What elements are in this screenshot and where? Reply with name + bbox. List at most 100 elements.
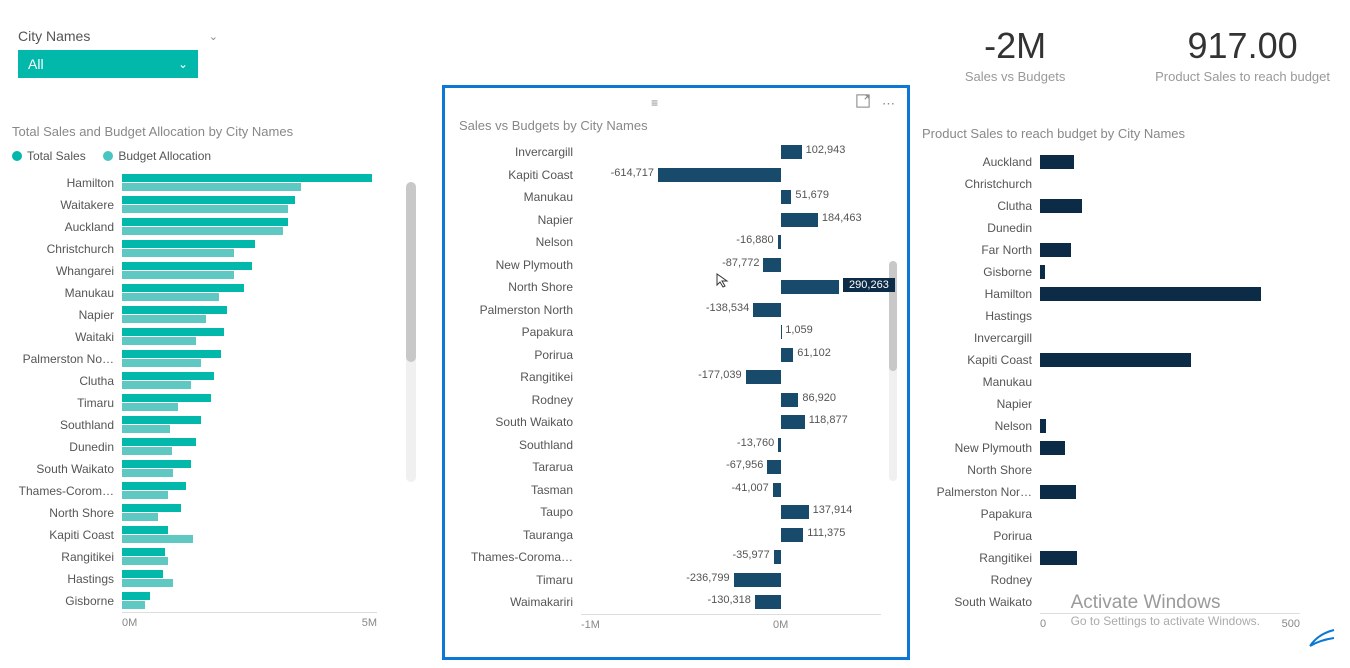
bar-row[interactable]: Nelson bbox=[922, 415, 1312, 437]
bar-row[interactable]: Porirua bbox=[922, 525, 1312, 547]
bar-value-label: -236,799 bbox=[686, 572, 729, 584]
bar-row[interactable]: Christchurch bbox=[922, 173, 1312, 195]
bar-row[interactable]: Hastings bbox=[922, 305, 1312, 327]
bar-total-sales bbox=[122, 262, 252, 270]
bar-row[interactable]: Southland-13,760 bbox=[459, 434, 889, 457]
bar-track: 111,375 bbox=[581, 524, 881, 547]
scrollbar[interactable] bbox=[889, 261, 897, 481]
bar-row[interactable]: Manukau bbox=[12, 282, 392, 304]
chart-total-sales-budget[interactable]: Total Sales and Budget Allocation by Cit… bbox=[12, 124, 432, 629]
bar-row[interactable]: North Shore bbox=[922, 459, 1312, 481]
bar-budget-allocation bbox=[122, 513, 158, 521]
bar-row[interactable]: North Shore bbox=[12, 502, 392, 524]
bar-row[interactable]: Palmerston Nor… bbox=[922, 481, 1312, 503]
legend-item: Total Sales bbox=[12, 149, 86, 163]
subscribe-icon[interactable] bbox=[1308, 628, 1336, 654]
bar-total-sales bbox=[122, 548, 165, 556]
bar-total-sales bbox=[122, 284, 244, 292]
bar-row[interactable]: Rodney bbox=[922, 569, 1312, 591]
bar-row[interactable]: Napier bbox=[12, 304, 392, 326]
more-options-icon[interactable]: ⋯ bbox=[882, 96, 897, 111]
bar-row[interactable]: Waitakere bbox=[12, 194, 392, 216]
axis-tick: 0M bbox=[773, 619, 788, 631]
bar-row[interactable]: Hamilton bbox=[922, 283, 1312, 305]
bar-row[interactable]: Thames-Corom… bbox=[12, 480, 392, 502]
bar-row[interactable]: Timaru bbox=[12, 392, 392, 414]
bar-label: South Waikato bbox=[459, 415, 581, 429]
bar-row[interactable]: Kapiti Coast bbox=[922, 349, 1312, 371]
bar-row[interactable]: Taupo137,914 bbox=[459, 501, 889, 524]
chevron-down-icon[interactable]: ⌄ bbox=[209, 30, 218, 43]
grip-icon[interactable]: ≡ bbox=[651, 96, 660, 110]
bar-row[interactable]: Gisborne bbox=[12, 590, 392, 612]
bar-row[interactable]: Invercargill102,943 bbox=[459, 141, 889, 164]
bar-label: Manukau bbox=[459, 190, 581, 204]
bar-track bbox=[1040, 415, 1300, 437]
bar-value-label: -16,880 bbox=[736, 234, 773, 246]
scrollbar-thumb[interactable] bbox=[406, 182, 416, 362]
bar-row[interactable]: Kapiti Coast bbox=[12, 524, 392, 546]
bar-row[interactable]: Tasman-41,007 bbox=[459, 479, 889, 502]
bar-row[interactable]: New Plymouth-87,772 bbox=[459, 254, 889, 277]
bar-row[interactable]: Clutha bbox=[922, 195, 1312, 217]
bar-row[interactable]: Auckland bbox=[12, 216, 392, 238]
bar-row[interactable]: Nelson-16,880 bbox=[459, 231, 889, 254]
bar-row[interactable]: Clutha bbox=[12, 370, 392, 392]
scrollbar[interactable] bbox=[406, 182, 416, 482]
bar-row[interactable]: South Waikato bbox=[12, 458, 392, 480]
kpi-sales-vs-budgets[interactable]: -2M Sales vs Budgets bbox=[935, 25, 1095, 84]
bar-row[interactable]: Christchurch bbox=[12, 238, 392, 260]
bar-row[interactable]: Napier bbox=[922, 393, 1312, 415]
chart-product-sales-to-reach-budget[interactable]: Product Sales to reach budget by City Na… bbox=[922, 126, 1332, 630]
bar-row[interactable]: Rangitikei bbox=[12, 546, 392, 568]
bar-row[interactable]: Manukau51,679 bbox=[459, 186, 889, 209]
bar-label: Rangitikei bbox=[12, 550, 122, 564]
slicer-dropdown[interactable]: All ⌄ bbox=[18, 50, 198, 78]
bar-track bbox=[1040, 239, 1300, 261]
bar-row[interactable]: Hastings bbox=[12, 568, 392, 590]
bar-row[interactable]: Porirua61,102 bbox=[459, 344, 889, 367]
bar-row[interactable]: Manukau bbox=[922, 371, 1312, 393]
bar-value-label: 137,914 bbox=[813, 504, 853, 516]
bar-total-sales bbox=[122, 196, 295, 204]
bar-track bbox=[1040, 569, 1300, 591]
bar-row[interactable]: Gisborne bbox=[922, 261, 1312, 283]
chart-sales-vs-budgets[interactable]: ≡ ⋯ Sales vs Budgets by City Names Inver… bbox=[442, 85, 910, 660]
bar-row[interactable]: Invercargill bbox=[922, 327, 1312, 349]
bar-track bbox=[122, 480, 377, 502]
bar-row[interactable]: Thames-Coroma…-35,977 bbox=[459, 546, 889, 569]
bar-track: 61,102 bbox=[581, 344, 881, 367]
bar-row[interactable]: New Plymouth bbox=[922, 437, 1312, 459]
bar-row[interactable]: Rangitikei bbox=[922, 547, 1312, 569]
bar-row[interactable]: Rangitikei-177,039 bbox=[459, 366, 889, 389]
bar-row[interactable]: Southland bbox=[12, 414, 392, 436]
bar bbox=[1040, 441, 1065, 455]
bar-row[interactable]: Palmerston No… bbox=[12, 348, 392, 370]
bar bbox=[781, 213, 818, 227]
bar-row[interactable]: Papakura bbox=[922, 503, 1312, 525]
bar-row[interactable]: Palmerston North-138,534 bbox=[459, 299, 889, 322]
bar-row[interactable]: Waimakariri-130,318 bbox=[459, 591, 889, 614]
bar-row[interactable]: Kapiti Coast-614,717 bbox=[459, 164, 889, 187]
focus-mode-icon[interactable] bbox=[856, 96, 874, 111]
bar-label: Invercargill bbox=[459, 145, 581, 159]
bar-row[interactable]: North Shore290,263 bbox=[459, 276, 889, 299]
bar-row[interactable]: South Waikato118,877 bbox=[459, 411, 889, 434]
bar-row[interactable]: Rodney86,920 bbox=[459, 389, 889, 412]
bar-row[interactable]: Whangarei bbox=[12, 260, 392, 282]
bar-row[interactable]: Auckland bbox=[922, 151, 1312, 173]
bar-row[interactable]: Timaru-236,799 bbox=[459, 569, 889, 592]
bar-row[interactable]: Far North bbox=[922, 239, 1312, 261]
bar-row[interactable]: Papakura1,059 bbox=[459, 321, 889, 344]
bar-row[interactable]: Dunedin bbox=[922, 217, 1312, 239]
bar-row[interactable]: Napier184,463 bbox=[459, 209, 889, 232]
bar-track bbox=[122, 590, 377, 612]
bar-row[interactable]: Waitaki bbox=[12, 326, 392, 348]
kpi-product-sales-to-reach-budget[interactable]: 917.00 Product Sales to reach budget bbox=[1155, 25, 1330, 84]
bar-row[interactable]: Hamilton bbox=[12, 172, 392, 194]
bar-row[interactable]: Tauranga111,375 bbox=[459, 524, 889, 547]
bar-track: 86,920 bbox=[581, 389, 881, 412]
bar-row[interactable]: Tararua-67,956 bbox=[459, 456, 889, 479]
bar-label: Far North bbox=[922, 243, 1040, 257]
bar-row[interactable]: Dunedin bbox=[12, 436, 392, 458]
